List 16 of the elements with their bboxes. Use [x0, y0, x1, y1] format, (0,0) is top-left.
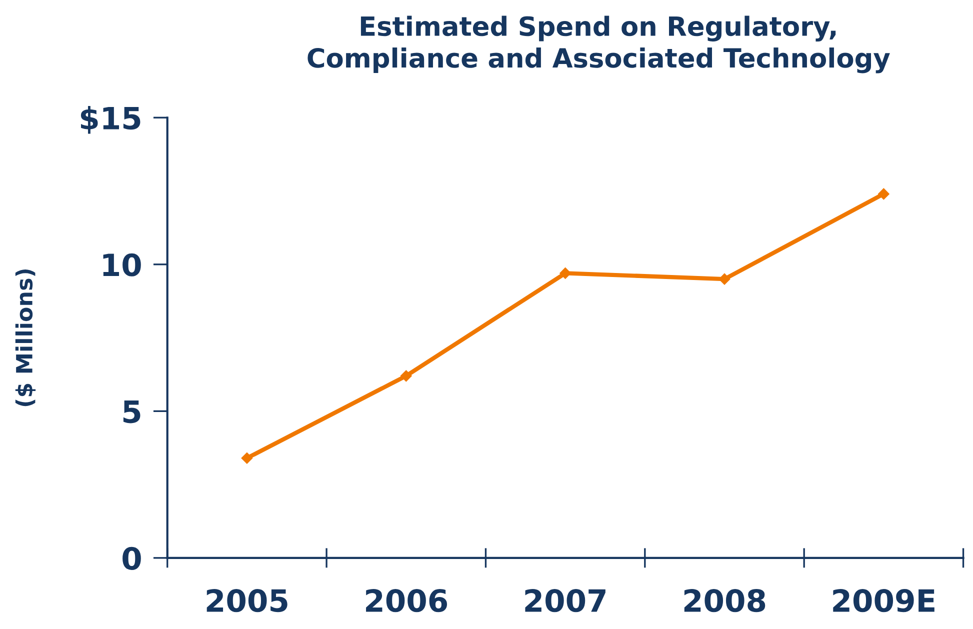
- y-tick-label: $15: [80, 106, 140, 134]
- y-tick-label: 10: [103, 253, 141, 276]
- x-tick-label: 2005: [206, 589, 288, 612]
- point: [560, 268, 571, 279]
- point: [400, 370, 412, 382]
- x-tick-label: 2006: [366, 589, 448, 612]
- x-tick-label: 2008: [684, 589, 766, 612]
- chart-title: Estimated Spend on Regulatory, Compliance and Associated Technology: [308, 16, 890, 74]
- y-tick-label: 0: [122, 546, 141, 570]
- point: [878, 188, 890, 200]
- point: [241, 452, 253, 464]
- x-tick-label: 2007: [525, 589, 606, 612]
- x-tick-label: 2009E: [833, 589, 934, 612]
- y-tick-label: 5: [123, 400, 140, 424]
- y-axis-title: ($ Millions): [15, 269, 36, 406]
- point: [718, 273, 730, 285]
